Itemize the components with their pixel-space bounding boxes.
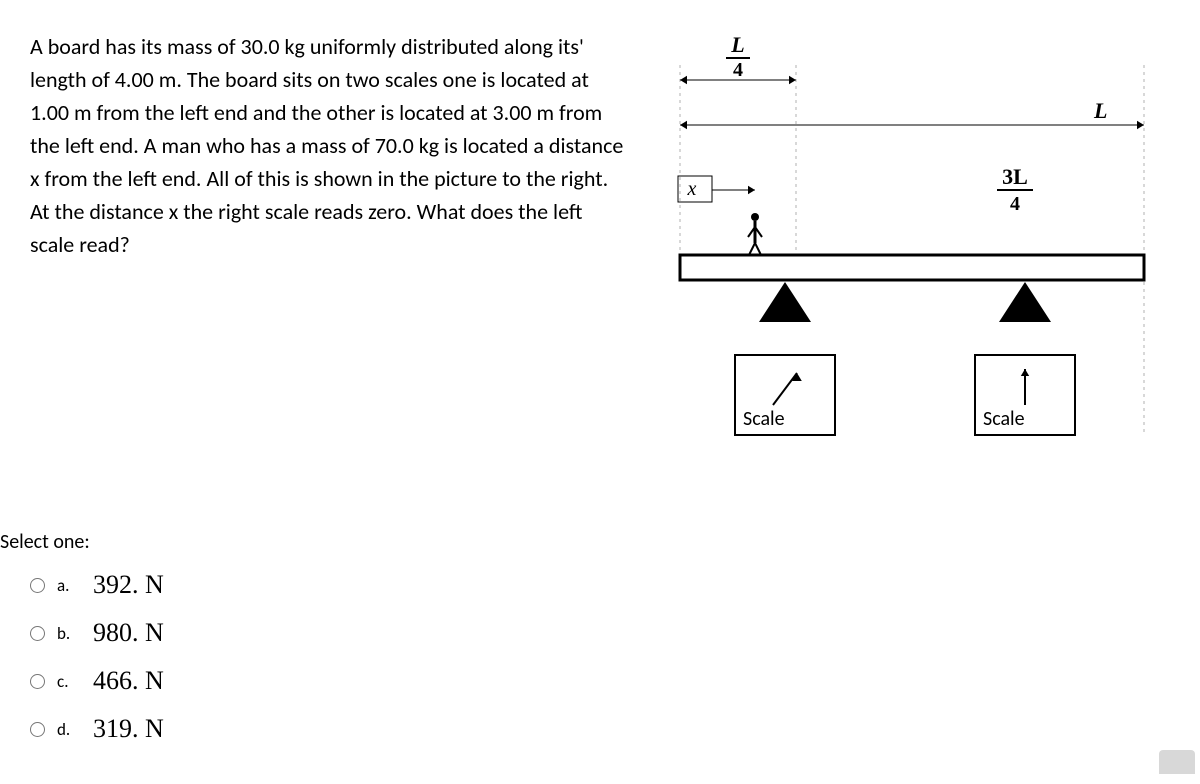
option-c[interactable]: c. 466. N	[30, 666, 1200, 696]
radio-icon[interactable]	[30, 722, 45, 737]
option-letter: d.	[57, 719, 77, 740]
select-one-label: Select one:	[0, 530, 1200, 554]
option-letter: b.	[57, 623, 77, 644]
svg-text:L: L	[1093, 98, 1107, 123]
radio-icon[interactable]	[30, 674, 45, 689]
option-letter: a.	[57, 575, 77, 596]
option-b[interactable]: b. 980. N	[30, 618, 1200, 648]
option-letter: c.	[57, 671, 77, 692]
option-a[interactable]: a. 392. N	[30, 570, 1200, 600]
option-d[interactable]: d. 319. N	[30, 714, 1200, 744]
svg-text:L: L	[730, 32, 744, 57]
svg-text:Scale: Scale	[983, 407, 1025, 431]
svg-text:x: x	[687, 178, 697, 200]
radio-icon[interactable]	[30, 626, 45, 641]
option-value: 392. N	[93, 570, 164, 600]
svg-text:4: 4	[733, 59, 743, 81]
physics-diagram: L4Lx3L4ScaleScale	[670, 30, 1150, 470]
option-value: 980. N	[93, 618, 164, 648]
svg-text:4: 4	[1010, 193, 1020, 215]
scroll-tab[interactable]	[1159, 750, 1195, 774]
question-text: A board has its mass of 30.0 kg uniforml…	[30, 30, 630, 261]
option-value: 466. N	[93, 666, 164, 696]
svg-text:Scale: Scale	[743, 407, 785, 431]
option-value: 319. N	[93, 714, 164, 744]
radio-icon[interactable]	[30, 578, 45, 593]
answer-section: Select one: a. 392. N b. 980. N c. 466. …	[30, 530, 1200, 744]
svg-text:3L: 3L	[1002, 164, 1028, 189]
